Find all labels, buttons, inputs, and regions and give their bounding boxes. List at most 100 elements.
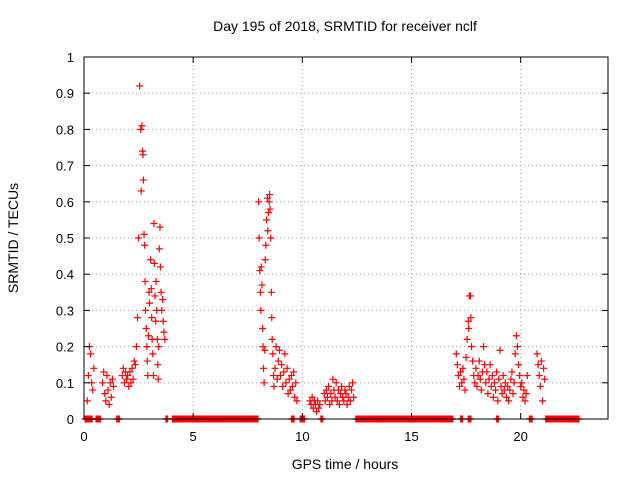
data-points <box>83 82 549 416</box>
data-point <box>286 386 294 394</box>
data-point <box>519 393 527 401</box>
data-point <box>507 375 515 383</box>
data-point <box>267 234 275 242</box>
data-point <box>161 335 169 343</box>
data-point <box>480 343 488 351</box>
data-point <box>340 397 348 405</box>
data-point <box>456 382 464 390</box>
data-point <box>501 379 509 387</box>
data-point <box>483 368 491 376</box>
data-point <box>264 227 272 235</box>
data-point <box>147 285 155 293</box>
data-point <box>504 382 512 390</box>
data-point <box>332 379 340 387</box>
data-point <box>256 267 264 275</box>
data-point <box>133 314 141 322</box>
data-point <box>264 209 272 217</box>
data-point <box>120 379 128 387</box>
y-tick-label: 0 <box>67 412 74 427</box>
y-tick-label: 0.6 <box>56 195 74 210</box>
data-point <box>275 346 283 354</box>
data-point <box>259 325 267 332</box>
data-point <box>349 379 357 387</box>
data-point <box>343 401 351 409</box>
data-point <box>533 350 541 358</box>
data-point <box>108 375 116 383</box>
data-point <box>271 364 279 372</box>
data-point <box>102 397 110 405</box>
data-point <box>471 379 479 387</box>
data-point <box>141 241 149 249</box>
data-point <box>149 372 157 380</box>
data-point <box>273 375 281 383</box>
data-point <box>159 317 167 325</box>
data-point <box>489 393 497 401</box>
data-point <box>291 393 299 401</box>
data-point <box>482 379 490 387</box>
data-point <box>257 263 265 271</box>
data-point <box>292 379 300 387</box>
data-point <box>329 375 337 383</box>
data-point <box>145 288 153 296</box>
data-point <box>510 379 518 387</box>
data-point <box>283 364 291 372</box>
data-point <box>486 361 494 369</box>
data-point <box>278 361 286 369</box>
data-point <box>124 372 132 380</box>
data-point <box>316 401 324 409</box>
data-point <box>258 281 266 289</box>
data-point <box>498 390 506 398</box>
data-point <box>331 393 339 401</box>
data-point <box>268 335 276 343</box>
data-point <box>464 317 472 325</box>
data-point <box>342 390 350 398</box>
data-point <box>320 390 328 398</box>
data-point <box>497 382 505 390</box>
data-point <box>87 350 95 358</box>
data-point <box>150 220 158 228</box>
data-point <box>460 375 468 383</box>
x-axis-label: GPS time / hours <box>292 456 399 472</box>
data-point <box>314 397 322 405</box>
data-point <box>485 375 493 383</box>
y-tick-label: 0.1 <box>56 376 74 391</box>
data-point <box>345 382 353 390</box>
data-point <box>259 343 267 351</box>
data-point <box>139 151 147 159</box>
x-tick-label: 0 <box>80 429 87 444</box>
data-point <box>281 350 289 358</box>
data-point <box>308 393 316 401</box>
data-point <box>260 379 268 387</box>
data-point <box>509 390 517 398</box>
y-tick-label: 0.5 <box>56 231 74 246</box>
y-tick-labels: 0 0.1 0.2 0.3 0.4 0.5 0.6 0.7 0.8 0.9 1 <box>56 50 74 427</box>
data-point <box>268 314 276 322</box>
data-point <box>334 386 342 394</box>
y-axis-label: SRMTID / TECUs <box>5 183 21 293</box>
data-point <box>541 375 549 383</box>
data-point <box>137 125 145 133</box>
data-point <box>109 382 117 390</box>
data-point <box>289 382 297 390</box>
data-point <box>257 306 265 314</box>
x-tick-label: 5 <box>190 429 197 444</box>
data-point <box>270 372 278 380</box>
data-point <box>484 390 492 398</box>
data-point <box>150 259 158 267</box>
data-point <box>126 368 134 376</box>
data-point <box>474 372 482 380</box>
data-point <box>261 346 269 354</box>
x-tick-labels: 0 5 10 15 20 <box>80 429 528 444</box>
data-point <box>90 364 98 372</box>
data-point <box>315 404 323 412</box>
data-point <box>499 372 507 380</box>
data-point <box>156 263 164 271</box>
data-point <box>468 343 476 351</box>
data-point <box>338 382 346 390</box>
data-point <box>458 379 466 387</box>
data-point <box>272 343 280 351</box>
data-point <box>138 122 146 130</box>
data-point <box>156 223 164 231</box>
data-point <box>265 198 273 206</box>
data-point <box>463 335 471 343</box>
